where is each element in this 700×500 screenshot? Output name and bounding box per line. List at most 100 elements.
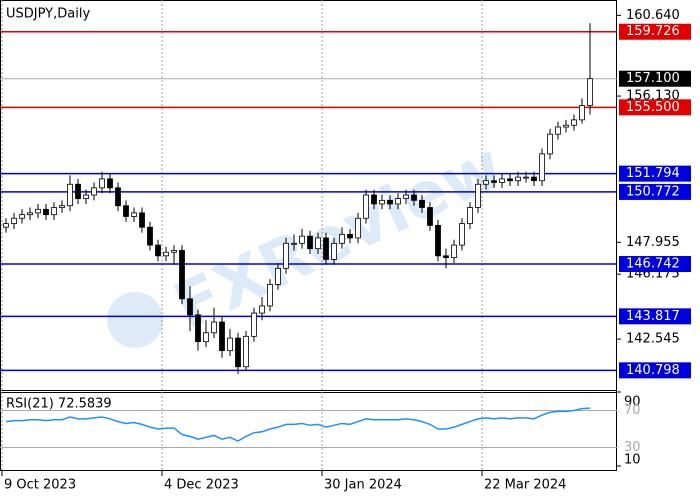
candle-body (155, 244, 161, 257)
level-label-box (619, 308, 691, 325)
level-label: 155.500 (626, 100, 680, 115)
y-tick-label: 147.955 (626, 235, 680, 250)
candle-body (283, 242, 289, 269)
chart-title: USDJPY,Daily (6, 7, 90, 22)
candle-body (187, 298, 193, 316)
candle-body (531, 176, 537, 182)
level-label-box (619, 362, 691, 379)
candle-body (11, 217, 17, 225)
level-label: 143.817 (626, 309, 680, 324)
y-tick-label: 160.640 (626, 8, 680, 23)
candle-body (323, 237, 329, 260)
level-label: 159.726 (626, 24, 680, 39)
candle-body (51, 207, 57, 216)
candle-body (507, 178, 513, 182)
candle-body (475, 183, 481, 208)
candle-body (347, 233, 353, 239)
candle-body (243, 335, 249, 368)
candle-body (147, 226, 153, 246)
candle-body (539, 153, 545, 182)
candle-body (419, 199, 425, 208)
x-tick-label: 9 Oct 2023 (4, 478, 76, 493)
candle-body (163, 251, 169, 257)
watermark-logo (107, 292, 163, 348)
candle-body (203, 332, 209, 343)
candle-body (395, 198, 401, 205)
candle-body (483, 180, 489, 185)
candle-body (579, 105, 585, 121)
candle-body (211, 321, 217, 334)
candle-body (107, 178, 113, 189)
candle-body (227, 337, 233, 352)
candle-body (267, 284, 273, 307)
candle-body (555, 126, 561, 135)
candle-body (443, 255, 449, 259)
candle-body (131, 212, 137, 217)
candle-body (171, 250, 177, 253)
y-tick-label: 142.545 (626, 332, 680, 347)
candle-body (331, 242, 337, 260)
candle-body (35, 208, 41, 214)
candle-body (27, 212, 33, 216)
x-tick-label: 30 Jan 2024 (324, 478, 402, 493)
candle-body (99, 178, 105, 189)
candle-body (139, 212, 145, 228)
rsi-level-label: 70 (624, 403, 641, 418)
x-tick-label: 22 Mar 2024 (484, 478, 566, 493)
candle-body (195, 314, 201, 343)
candle-body (515, 176, 521, 182)
candle-body (427, 207, 433, 226)
candle-body (451, 244, 457, 259)
candle-body (499, 178, 505, 183)
candle-body (387, 199, 393, 205)
candle-body (403, 194, 409, 199)
candle-body (379, 199, 385, 205)
candle-body (547, 133, 553, 155)
candle-body (123, 205, 129, 217)
rsi-y-tick-label: 10 (624, 453, 641, 468)
candle-body (587, 78, 593, 106)
rsi-line (5, 407, 591, 442)
candle-body (75, 183, 81, 199)
candle-body (563, 124, 569, 128)
candle-body (315, 237, 321, 250)
candle-body (339, 233, 345, 244)
candle-body (435, 225, 441, 257)
candle-body (291, 242, 297, 245)
candle-body (459, 223, 465, 246)
candle-body (355, 217, 361, 239)
level-label-box (619, 165, 691, 182)
level-label: 150.772 (626, 184, 680, 199)
candle-body (363, 194, 369, 219)
candle-body (259, 305, 265, 314)
level-label-box (619, 70, 691, 87)
candle-body (467, 207, 473, 225)
level-label: 151.794 (626, 166, 680, 181)
candle-body (83, 194, 89, 199)
level-label-box (619, 99, 691, 116)
candle-body (59, 205, 65, 208)
candle-body (3, 223, 9, 228)
candle-body (307, 235, 313, 250)
candle-body (371, 194, 377, 205)
x-tick-label: 4 Dec 2023 (164, 478, 239, 493)
level-label-box (619, 23, 691, 40)
candle-body (43, 208, 49, 216)
candle-body (523, 176, 529, 179)
level-label: 157.100 (626, 71, 680, 86)
level-label: 140.798 (626, 363, 680, 378)
candle-body (179, 250, 185, 300)
candle-body (91, 187, 97, 196)
level-label-box (619, 183, 691, 200)
candle-body (219, 321, 225, 352)
candle-body (275, 267, 281, 285)
level-label: 146.742 (626, 257, 680, 272)
candle-body (115, 187, 121, 207)
candle-body (411, 194, 417, 201)
rsi-y-tick-label: 90 (624, 395, 641, 410)
candle-body (19, 214, 25, 219)
candle-body (251, 312, 257, 337)
candle-body (235, 337, 241, 368)
rsi-title: RSI(21) 72.5839 (6, 397, 112, 412)
